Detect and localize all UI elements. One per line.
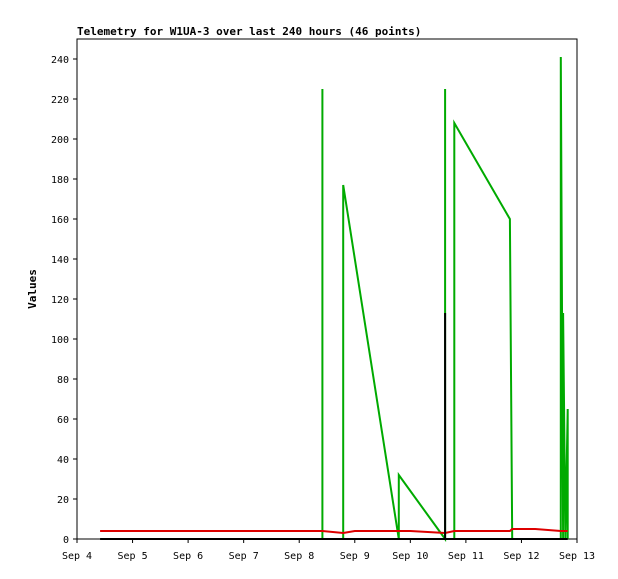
series-line-3 <box>100 313 568 540</box>
x-tick-label: Sep 9 <box>340 551 370 562</box>
plot-frame <box>76 38 578 540</box>
x-tick-label: Sep 8 <box>284 551 314 562</box>
y-axis: 0 20 40 60 80 100 120 140 160 180 200 220 240 <box>51 55 77 546</box>
y-tick-label: 160 <box>51 215 69 226</box>
x-tick-label: Sep 13 <box>559 551 595 562</box>
y-tick-label: 100 <box>51 335 69 346</box>
y-tick-label: 0 <box>63 535 69 546</box>
x-tick-label: Sep 11 <box>448 551 484 562</box>
x-tick-label: Sep 4 <box>62 551 92 562</box>
series-layer <box>100 56 569 543</box>
y-tick-label: 120 <box>51 295 69 306</box>
x-tick-label: Sep 10 <box>392 551 428 562</box>
y-tick-label: 140 <box>51 255 69 266</box>
y-tick-label: 20 <box>57 495 69 506</box>
y-tick-label: 40 <box>57 455 69 466</box>
x-axis: Sep 4 Sep 5 Sep 6 Sep 7 Sep 8 Sep 9 Sep 10 Sep … <box>62 539 595 562</box>
chart-title: Telemetry for W1UA-3 over last 240 hours… <box>77 25 421 38</box>
x-tick-label: Sep 6 <box>173 551 203 562</box>
x-tick-label: Sep 12 <box>503 551 539 562</box>
series-line-2 <box>100 528 568 535</box>
y-tick-label: 240 <box>51 55 69 66</box>
y-tick-label: 180 <box>51 175 69 186</box>
y-axis-label: Values <box>26 269 39 309</box>
y-tick-label: 220 <box>51 95 69 106</box>
x-tick-label: Sep 7 <box>229 551 259 562</box>
y-tick-label: 80 <box>57 375 69 386</box>
y-tick-label: 200 <box>51 135 69 146</box>
x-tick-label: Sep 5 <box>118 551 148 562</box>
y-tick-label: 60 <box>57 415 69 426</box>
